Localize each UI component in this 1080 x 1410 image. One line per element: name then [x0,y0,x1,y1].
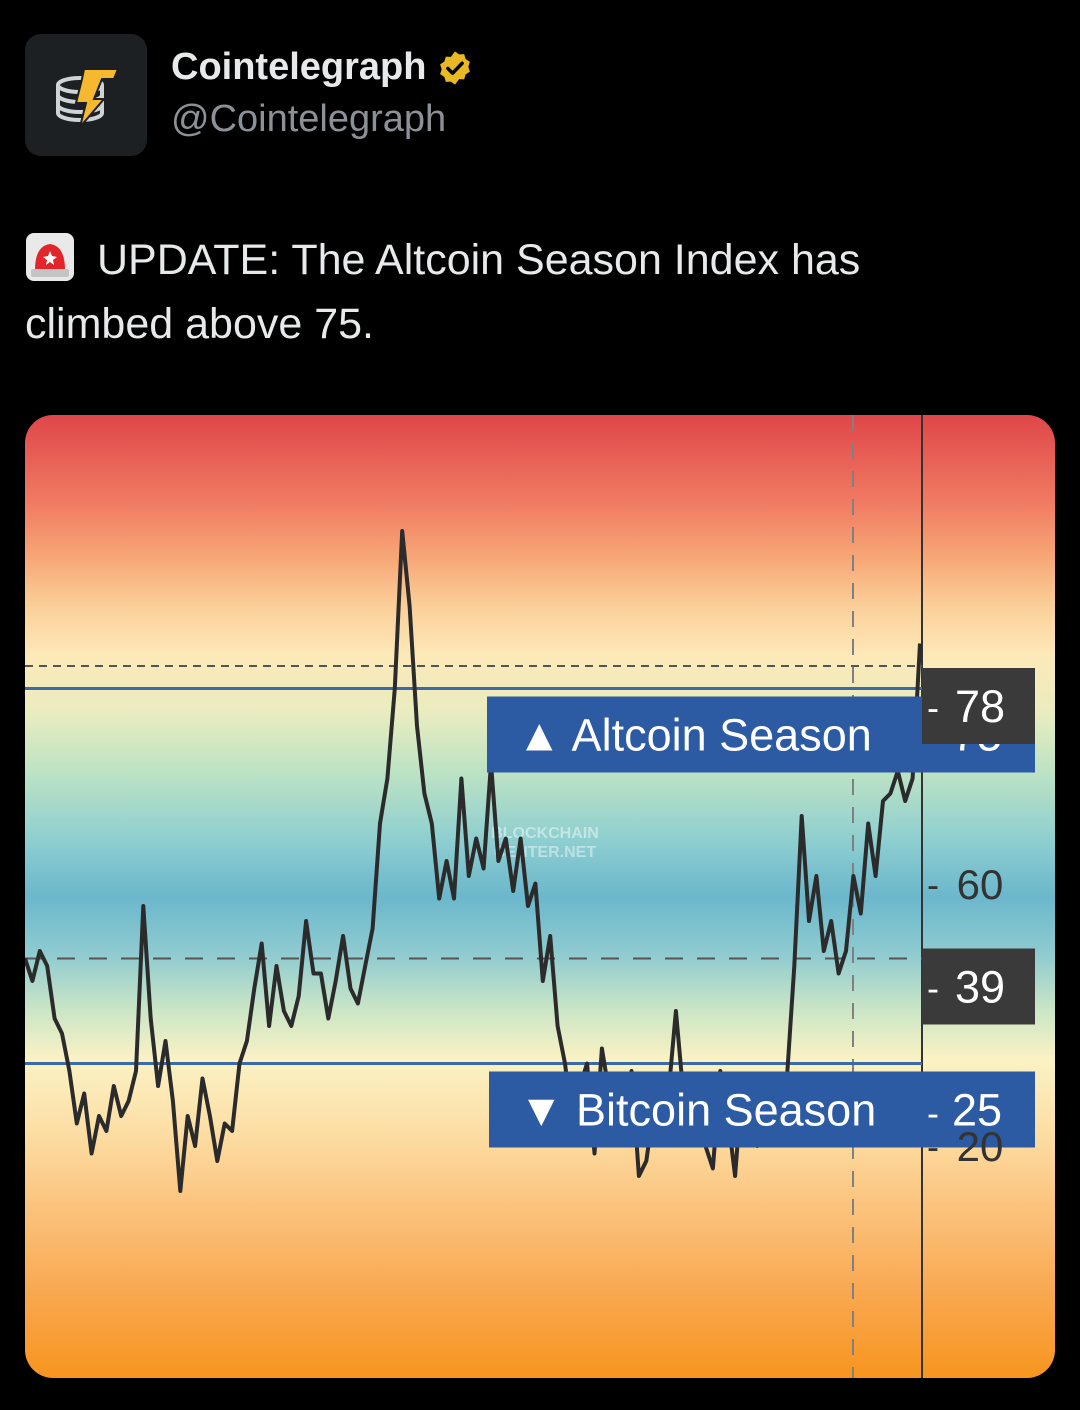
verified-badge-icon [440,50,471,85]
display-name[interactable]: Cointelegraph [171,46,427,88]
axis-tick-mark: - [927,864,939,905]
cointelegraph-logo-icon [56,68,120,128]
axis-tick-mark: - [927,1093,939,1134]
tweet-text: UPDATE: The Altcoin Season Index has cli… [25,228,1055,356]
value-tag-text: 39 [955,962,1005,1013]
bitcoin-season-label-box [489,1071,1035,1148]
tweet-text-line-2: climbed above 75. [25,300,374,348]
value-tag-box [922,948,1035,1025]
bitcoin-season-label-value: 25 [952,1085,1002,1136]
axis-tick-label: 20 [957,1123,1004,1170]
axis-tick-mark: - [927,968,939,1009]
account-handle[interactable]: @Cointelegraph [171,98,447,140]
axis-tick-mark: - [927,687,939,728]
value-tag-text: 78 [955,681,1005,732]
tweet-text-line-1: UPDATE: The Altcoin Season Index has [97,236,861,284]
avatar[interactable] [25,34,147,156]
value-tag-box [922,668,1035,744]
watermark-text: BLOCKCHAIN [491,825,599,842]
siren-icon [26,233,74,281]
axis-tick-mark: - [927,1126,939,1167]
altcoin-season-label-text: ▲ Altcoin Season [517,710,872,761]
bitcoin-season-label-text: ▼ Bitcoin Season [519,1085,876,1136]
axis-tick-label: 60 [957,861,1004,908]
